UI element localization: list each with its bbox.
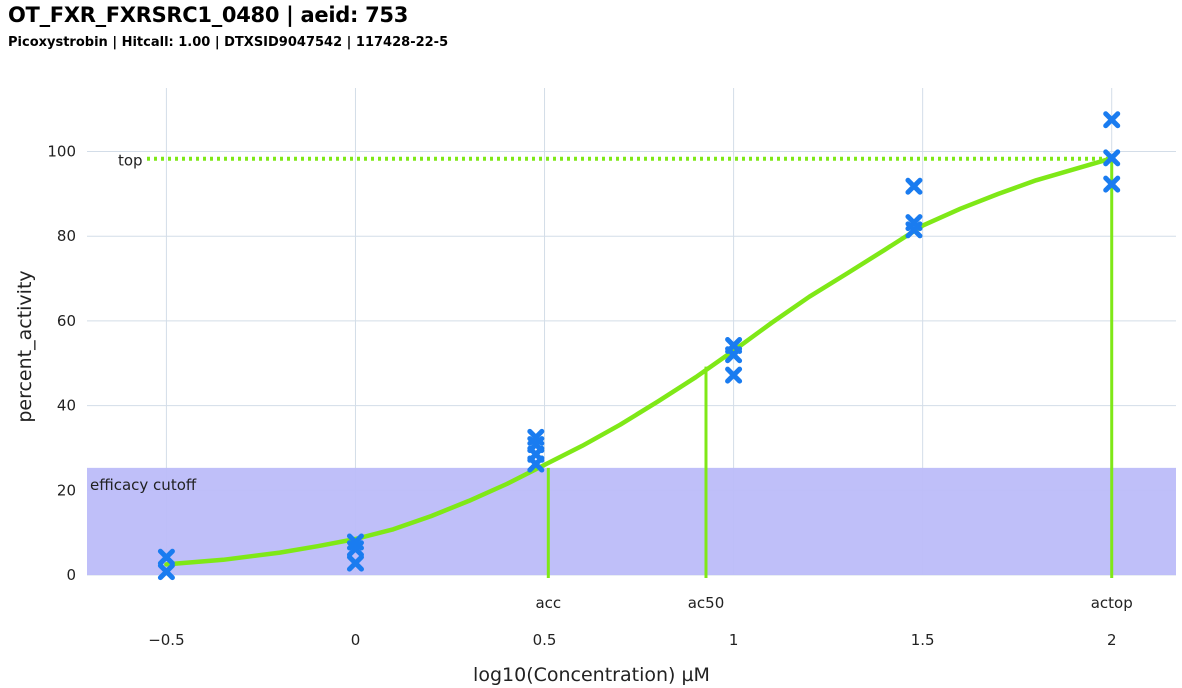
y-tick-label: 20 xyxy=(57,481,76,499)
x-tick-label: 0 xyxy=(351,631,361,649)
y-tick-label: 60 xyxy=(57,312,76,330)
x-tick-label: 0.5 xyxy=(533,631,557,649)
y-tick-label: 40 xyxy=(57,397,76,415)
data-point xyxy=(346,540,364,558)
top-label: top xyxy=(118,152,143,170)
x-axis-title: log10(Concentration) µM xyxy=(473,664,710,686)
y-axis-title: percent_activity xyxy=(14,270,36,422)
efficacy-cutoff-band xyxy=(87,467,1176,575)
data-points xyxy=(157,111,1121,581)
y-tick-label: 80 xyxy=(57,227,76,245)
efficacy-cutoff-label: efficacy cutoff xyxy=(90,476,197,494)
x-tick-label: −0.5 xyxy=(148,631,184,649)
data-point xyxy=(725,346,743,364)
data-point xyxy=(905,221,923,239)
data-point xyxy=(1103,175,1121,193)
y-tick-label: 100 xyxy=(47,143,76,161)
marker-lines: acc ac50 actop xyxy=(535,158,1133,612)
data-point xyxy=(1103,149,1121,167)
x-tick-label: 1.5 xyxy=(911,631,935,649)
data-point xyxy=(346,554,364,572)
x-tick-label: 1 xyxy=(729,631,739,649)
data-point xyxy=(157,548,175,566)
data-point xyxy=(1103,111,1121,129)
data-point xyxy=(905,177,923,195)
y-tick-label: 0 xyxy=(66,566,76,584)
x-tick-label: 2 xyxy=(1107,631,1117,649)
marker-label-actop: actop xyxy=(1091,594,1133,612)
marker-label-acc: acc xyxy=(535,594,561,612)
chart-title: OT_FXR_FXRSRC1_0480 | aeid: 753 xyxy=(8,3,409,27)
marker-label-ac50: ac50 xyxy=(688,594,725,612)
data-point xyxy=(725,366,743,384)
data-point xyxy=(527,455,545,473)
chart-subtitle: Picoxystrobin | Hitcall: 1.00 | DTXSID90… xyxy=(8,35,449,50)
data-point xyxy=(157,563,175,581)
